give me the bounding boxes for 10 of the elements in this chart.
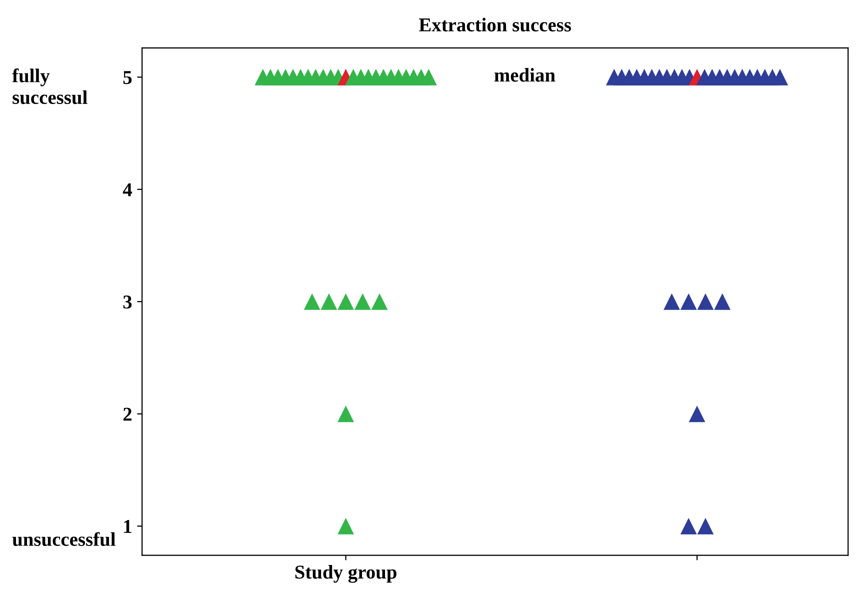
chart-title: Extraction success	[418, 18, 572, 32]
x-tick-label: Study group	[295, 565, 396, 583]
y-tick-label: 2	[123, 408, 132, 421]
text: fully successul	[12, 68, 88, 104]
text: unsuccessful	[12, 532, 116, 546]
annotation: median	[494, 68, 556, 82]
y-tick-label: 5	[123, 71, 132, 84]
y-tick-label: 1	[124, 520, 132, 533]
y-tick-label: 4	[122, 183, 132, 196]
y-tick-label: 3	[123, 295, 132, 309]
